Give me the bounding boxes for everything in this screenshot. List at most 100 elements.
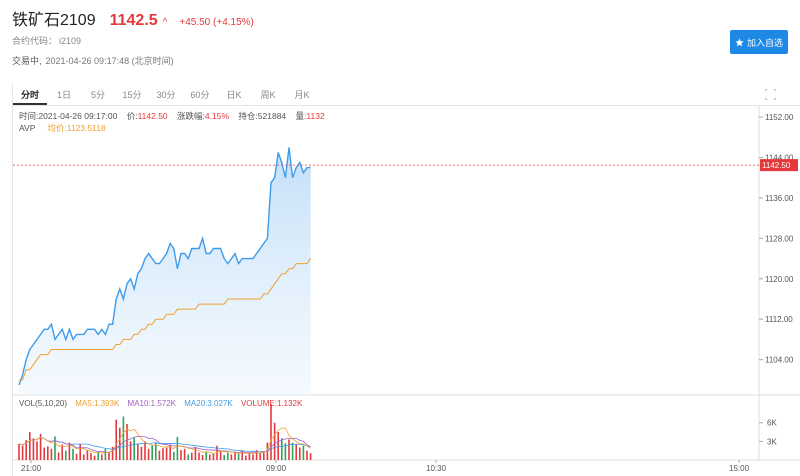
add-to-watchlist-button[interactable]: 加入自选	[730, 30, 788, 54]
volume-bar	[104, 448, 107, 460]
avg-price-info: AVP 均价:1123.5118	[19, 122, 106, 134]
volume-bar	[209, 454, 211, 460]
volume-bar	[259, 452, 261, 460]
price-tick-label: 1136.00	[765, 194, 794, 203]
open-interest-value: 521884	[257, 111, 287, 121]
volume-bar	[191, 452, 193, 460]
volume-bar	[75, 453, 78, 460]
contract-code-label: 合约代码：	[12, 36, 58, 46]
star-icon	[735, 37, 744, 46]
volume-tick-label: 3K	[767, 437, 777, 446]
volume-value: 1132	[306, 111, 325, 121]
last-price: 1142.5	[109, 12, 158, 29]
volume-bar	[93, 455, 96, 460]
pct-value: 4.15%	[204, 111, 230, 121]
volume-bar	[79, 443, 81, 460]
time-tick-label: 09:00	[266, 464, 287, 473]
price-line	[18, 147, 311, 386]
volume-bar	[230, 454, 233, 460]
volume-bar	[39, 433, 42, 460]
volume-bar	[201, 455, 204, 460]
avp-label: AVP	[19, 123, 36, 133]
volume-bar	[284, 443, 287, 460]
volume-bar	[97, 451, 99, 460]
volume-bar	[137, 443, 139, 460]
volume-bar	[198, 452, 200, 460]
volume-bar	[115, 419, 117, 460]
volume-bar	[248, 453, 251, 460]
quote-header: 铁矿石2109 1142.5 ^ +45.50 (+4.15%) 合约代码： i2…	[12, 6, 788, 66]
volume-bar	[277, 432, 279, 460]
tab-weekly-k[interactable]: 周K	[260, 90, 276, 100]
volume-bar	[291, 442, 294, 460]
volume-bar	[72, 448, 74, 460]
tab-intraday[interactable]: 分时	[13, 84, 47, 105]
ma5-label: MA5:1.393K	[75, 399, 120, 408]
vol-label: VOL(5,10,20)	[19, 399, 68, 408]
volume-bar	[144, 441, 146, 460]
volume-bar	[227, 452, 229, 460]
volume-bar	[309, 453, 312, 460]
volume-bar	[223, 455, 225, 460]
volume-bar	[133, 437, 135, 460]
volume-bar	[119, 427, 121, 460]
pct-label: 涨跌幅:	[177, 111, 205, 121]
volume-bar	[165, 447, 168, 460]
tab-daily-k[interactable]: 日K	[226, 90, 242, 100]
volume-bar	[21, 445, 24, 460]
volume-bar	[126, 423, 128, 460]
volume-bar	[306, 450, 308, 460]
volume-bar	[273, 422, 276, 460]
volume-bar	[187, 454, 189, 460]
tab-30min[interactable]: 30分	[156, 90, 176, 100]
volume-bar	[83, 454, 85, 460]
volume-bar	[36, 441, 38, 460]
volume-bar	[129, 441, 132, 460]
instrument-name: 铁矿石2109	[12, 12, 96, 29]
avg-price-value: 均价:1123.5118	[47, 123, 106, 133]
period-tabs: 分时 1日 5分 15分 30分 60分 日K 周K 月K	[13, 84, 800, 106]
price-value: 1142.50	[137, 111, 168, 121]
volume-bar	[29, 432, 31, 460]
volume-bar	[245, 455, 247, 460]
price-tick-label: 1152.00	[765, 113, 794, 122]
volume-bar	[281, 438, 283, 460]
volume-bar	[147, 448, 150, 460]
volume-bar	[169, 444, 171, 460]
volume-bar	[155, 442, 157, 460]
price-change: +45.50 (+4.15%)	[179, 17, 254, 28]
volume-bar	[234, 451, 236, 460]
ma10-label: MA10:1.572K	[127, 399, 177, 408]
volume-bar	[194, 446, 197, 460]
volume-bar	[65, 450, 67, 460]
tab-60min[interactable]: 60分	[190, 90, 210, 100]
volume-bar	[183, 448, 186, 460]
volume-bar	[108, 452, 110, 460]
tab-15min[interactable]: 15分	[122, 90, 142, 100]
volume-bar	[111, 446, 114, 460]
time-tick-label: 15:00	[729, 464, 750, 473]
contract-code-value: i2109	[59, 36, 82, 46]
tab-5min[interactable]: 5分	[90, 90, 105, 100]
ma20-label: MA20:3.027K	[184, 399, 233, 408]
volume-bar	[173, 451, 175, 460]
tab-monthly-k[interactable]: 月K	[294, 90, 310, 100]
crosshair-info: 时间:2021-04-26 09:17:00 价:1142.50 涨跌幅:4.1…	[19, 110, 332, 122]
volume-bar	[302, 445, 305, 460]
volume-bar	[299, 447, 301, 460]
volume-bar	[255, 450, 258, 460]
volume-bar	[252, 454, 254, 460]
price-tick-label: 1112.00	[765, 315, 793, 324]
volume-bar	[176, 437, 179, 460]
intraday-chart[interactable]: 1104.00 1112.00 1120.00 1128.00 1136.00 1144.…	[13, 84, 800, 476]
volume-bar	[90, 453, 92, 460]
volume-bar	[295, 444, 297, 460]
volume-bar	[140, 446, 143, 460]
volume-bar	[43, 447, 45, 460]
price-label: 价:	[126, 111, 138, 121]
tab-1day[interactable]: 1日	[56, 90, 71, 100]
volume-bar	[57, 452, 60, 460]
time-value: 2021-04-26 09:17:00	[38, 111, 118, 121]
volume-total-label: VOLUME:1.132K	[240, 399, 303, 408]
current-price-badge	[760, 159, 798, 172]
